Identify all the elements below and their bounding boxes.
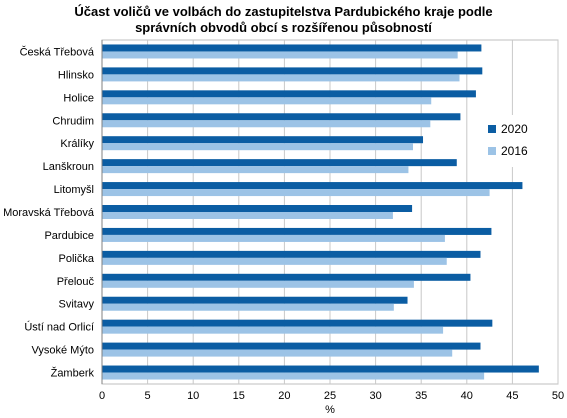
bar-2016 [102,326,444,334]
y-tick-label: Moravská Třebová [3,207,95,219]
y-tick-label: Vysoké Mýto [31,345,94,357]
bar-2016 [102,280,414,288]
bar-2020 [102,136,424,144]
x-tick-label: 10 [187,390,199,402]
x-tick-label: 35 [415,390,427,402]
x-tick-label: 40 [461,390,473,402]
y-tick-label: Přelouč [57,276,95,288]
bar-2016 [102,212,393,219]
y-tick-label: Svitavy [59,299,95,311]
bar-2016 [102,257,447,265]
legend-label-2020: 2020 [501,122,528,136]
bar-2020 [102,342,481,350]
legend-swatch-2020 [488,125,496,133]
x-tick-label: 30 [369,390,381,402]
y-tick-label: Holice [63,92,94,104]
legend-box [480,115,546,167]
x-tick-label: 45 [506,390,518,402]
chart-title-line-1: Účast voličů ve volbách do zastupitelstv… [74,4,493,19]
x-tick-label: 5 [145,390,151,402]
bar-2016 [102,372,485,380]
bar-2020 [102,205,413,212]
bar-2020 [102,296,408,304]
bar-2020 [102,159,457,167]
bar-2016 [102,74,460,82]
y-tick-label: Ústí nad Orlicí [24,321,94,334]
legend-label-2016: 2016 [501,144,528,158]
bar-2016 [102,189,490,197]
x-axis-title: % [325,404,335,416]
y-tick-label: Polička [59,253,95,265]
bar-2020 [102,273,471,281]
y-tick-label: Lanškroun [43,161,94,173]
bar-2020 [102,365,539,373]
bar-2020 [102,113,461,121]
bar-2020 [102,90,476,98]
bar-2016 [102,349,453,357]
y-tick-label: Žamberk [51,367,95,380]
bar-2020 [102,319,493,327]
x-tick-label: 20 [278,390,290,402]
y-tick-label: Chrudim [52,115,94,127]
chart-title-line-2: správních obvodů obcí s rozšířenou působ… [135,20,432,35]
bar-2020 [102,67,483,75]
y-tick-label: Králíky [60,138,94,150]
x-tick-label: 25 [324,390,336,402]
bar-2016 [102,303,394,311]
bar-2020 [102,250,481,258]
y-tick-label: Litomyšl [54,184,94,196]
x-tick-label: 0 [99,390,105,402]
legend-swatch-2016 [488,147,496,155]
bar-2020 [102,182,523,190]
bar-2016 [102,143,413,151]
x-tick-label: 15 [233,390,245,402]
y-tick-label: Pardubice [44,230,94,242]
x-tick-label: 50 [552,390,564,402]
bar-2020 [102,44,482,52]
bar-2016 [102,234,445,242]
y-tick-label: Česká Třebová [20,45,95,58]
bar-2016 [102,166,409,174]
y-tick-label: Hlinsko [58,69,94,81]
bar-2020 [102,227,492,235]
bar-2016 [102,51,458,59]
bar-2016 [102,120,431,128]
bar-2016 [102,97,432,105]
